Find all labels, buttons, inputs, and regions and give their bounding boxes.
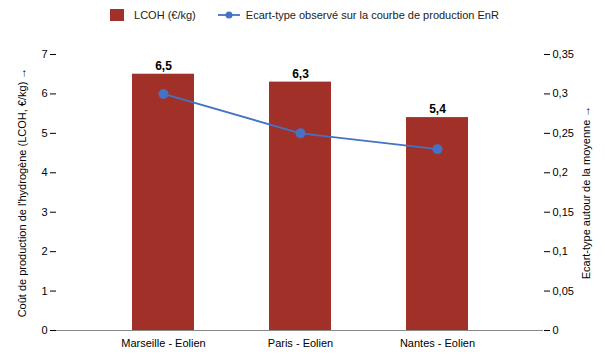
svg-text:7: 7 xyxy=(41,48,47,60)
html-text:Ecart-type observé sur la cour: Ecart-type observé sur la courbe de prod… xyxy=(245,9,499,21)
svg-text:0: 0 xyxy=(553,324,559,336)
svg-text:3: 3 xyxy=(41,206,47,218)
svg-text:0,2: 0,2 xyxy=(553,166,568,178)
svg-text:Paris - Eolien: Paris - Eolien xyxy=(268,337,333,349)
svg-text:5: 5 xyxy=(41,127,47,139)
svg-text:0: 0 xyxy=(41,324,47,336)
svg-text:2: 2 xyxy=(41,245,47,257)
svg-text:0,35: 0,35 xyxy=(553,48,574,60)
svg-text:0,25: 0,25 xyxy=(553,127,574,139)
svg-text:0,15: 0,15 xyxy=(553,206,574,218)
svg-text:5,4: 5,4 xyxy=(429,102,446,116)
svg-text:Coût de production de l'hydrog: Coût de production de l'hydrogène (LCOH,… xyxy=(16,68,28,318)
svg-text:6: 6 xyxy=(41,87,47,99)
svg-text:0,3: 0,3 xyxy=(553,87,568,99)
svg-text:4: 4 xyxy=(41,166,47,178)
svg-text:Ecart-type autour de la moyenn: Ecart-type autour de la moyenne → xyxy=(580,106,592,280)
svg-text:6,3: 6,3 xyxy=(292,67,309,81)
svg-text:Marseille - Eolien: Marseille - Eolien xyxy=(121,337,205,349)
svg-text:0,05: 0,05 xyxy=(553,285,574,297)
svg-text:1: 1 xyxy=(41,285,47,297)
svg-text:Nantes - Eolien: Nantes - Eolien xyxy=(400,337,475,349)
svg-text:6,5: 6,5 xyxy=(155,59,172,73)
svg-text:0,1: 0,1 xyxy=(553,245,568,257)
html-text:LCOH (€/kg): LCOH (€/kg) xyxy=(134,9,196,21)
